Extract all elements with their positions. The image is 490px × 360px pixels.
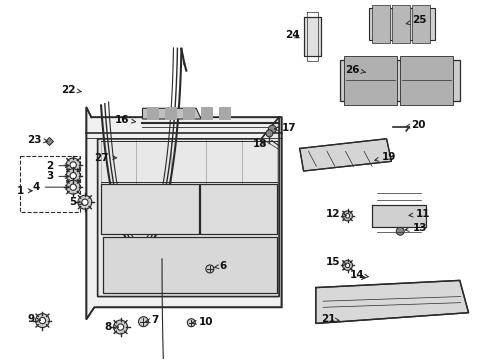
Text: 20: 20 bbox=[405, 121, 425, 130]
Text: 12: 12 bbox=[326, 209, 346, 219]
Polygon shape bbox=[183, 107, 196, 120]
Polygon shape bbox=[400, 56, 453, 105]
Circle shape bbox=[343, 211, 352, 221]
Circle shape bbox=[70, 162, 76, 168]
Circle shape bbox=[345, 213, 350, 218]
Circle shape bbox=[70, 172, 76, 179]
Text: 5: 5 bbox=[70, 197, 83, 207]
Text: 19: 19 bbox=[375, 152, 396, 162]
Polygon shape bbox=[340, 60, 460, 101]
Text: 6: 6 bbox=[214, 261, 227, 271]
Text: 4: 4 bbox=[32, 182, 69, 192]
Circle shape bbox=[345, 263, 350, 267]
Polygon shape bbox=[369, 8, 435, 40]
Text: 22: 22 bbox=[61, 85, 81, 95]
Circle shape bbox=[82, 199, 88, 205]
Text: 25: 25 bbox=[406, 15, 427, 26]
Circle shape bbox=[118, 324, 123, 330]
Circle shape bbox=[269, 125, 276, 133]
Text: 15: 15 bbox=[326, 257, 346, 267]
Text: 16: 16 bbox=[115, 115, 136, 125]
Circle shape bbox=[66, 169, 80, 183]
Circle shape bbox=[114, 320, 127, 334]
Polygon shape bbox=[166, 107, 177, 120]
Polygon shape bbox=[300, 139, 392, 171]
Text: 7: 7 bbox=[146, 315, 158, 325]
Text: 2: 2 bbox=[46, 161, 69, 171]
Polygon shape bbox=[201, 107, 213, 120]
Polygon shape bbox=[98, 117, 279, 297]
Text: 27: 27 bbox=[94, 153, 117, 163]
Polygon shape bbox=[147, 107, 159, 120]
Polygon shape bbox=[316, 280, 468, 323]
Circle shape bbox=[39, 318, 46, 324]
Polygon shape bbox=[372, 5, 391, 43]
Text: 1: 1 bbox=[17, 186, 32, 196]
Polygon shape bbox=[200, 184, 277, 234]
Circle shape bbox=[266, 130, 273, 137]
Polygon shape bbox=[103, 237, 277, 293]
Polygon shape bbox=[413, 5, 430, 43]
Polygon shape bbox=[86, 107, 282, 319]
Circle shape bbox=[187, 319, 196, 327]
Circle shape bbox=[139, 317, 148, 327]
Text: 3: 3 bbox=[46, 171, 69, 181]
Polygon shape bbox=[219, 107, 231, 120]
Polygon shape bbox=[143, 108, 201, 119]
Circle shape bbox=[35, 314, 49, 328]
Text: 18: 18 bbox=[252, 139, 267, 149]
Polygon shape bbox=[304, 17, 320, 56]
Circle shape bbox=[396, 227, 404, 235]
Circle shape bbox=[343, 260, 352, 270]
Text: 21: 21 bbox=[321, 314, 339, 324]
Polygon shape bbox=[344, 56, 397, 105]
Circle shape bbox=[78, 195, 92, 209]
Polygon shape bbox=[101, 184, 198, 234]
Text: 11: 11 bbox=[409, 209, 430, 219]
Circle shape bbox=[70, 184, 76, 190]
Text: 24: 24 bbox=[286, 30, 300, 40]
Text: 14: 14 bbox=[350, 270, 368, 280]
Text: 10: 10 bbox=[193, 317, 213, 327]
Text: 8: 8 bbox=[105, 322, 118, 332]
Text: 13: 13 bbox=[405, 224, 427, 233]
Circle shape bbox=[66, 180, 80, 194]
Polygon shape bbox=[392, 5, 411, 43]
Text: 9: 9 bbox=[27, 314, 41, 324]
Text: 26: 26 bbox=[345, 64, 366, 75]
Polygon shape bbox=[372, 205, 426, 226]
Text: 17: 17 bbox=[274, 123, 296, 133]
Circle shape bbox=[206, 265, 214, 273]
Circle shape bbox=[66, 158, 80, 172]
Text: 23: 23 bbox=[27, 135, 48, 145]
